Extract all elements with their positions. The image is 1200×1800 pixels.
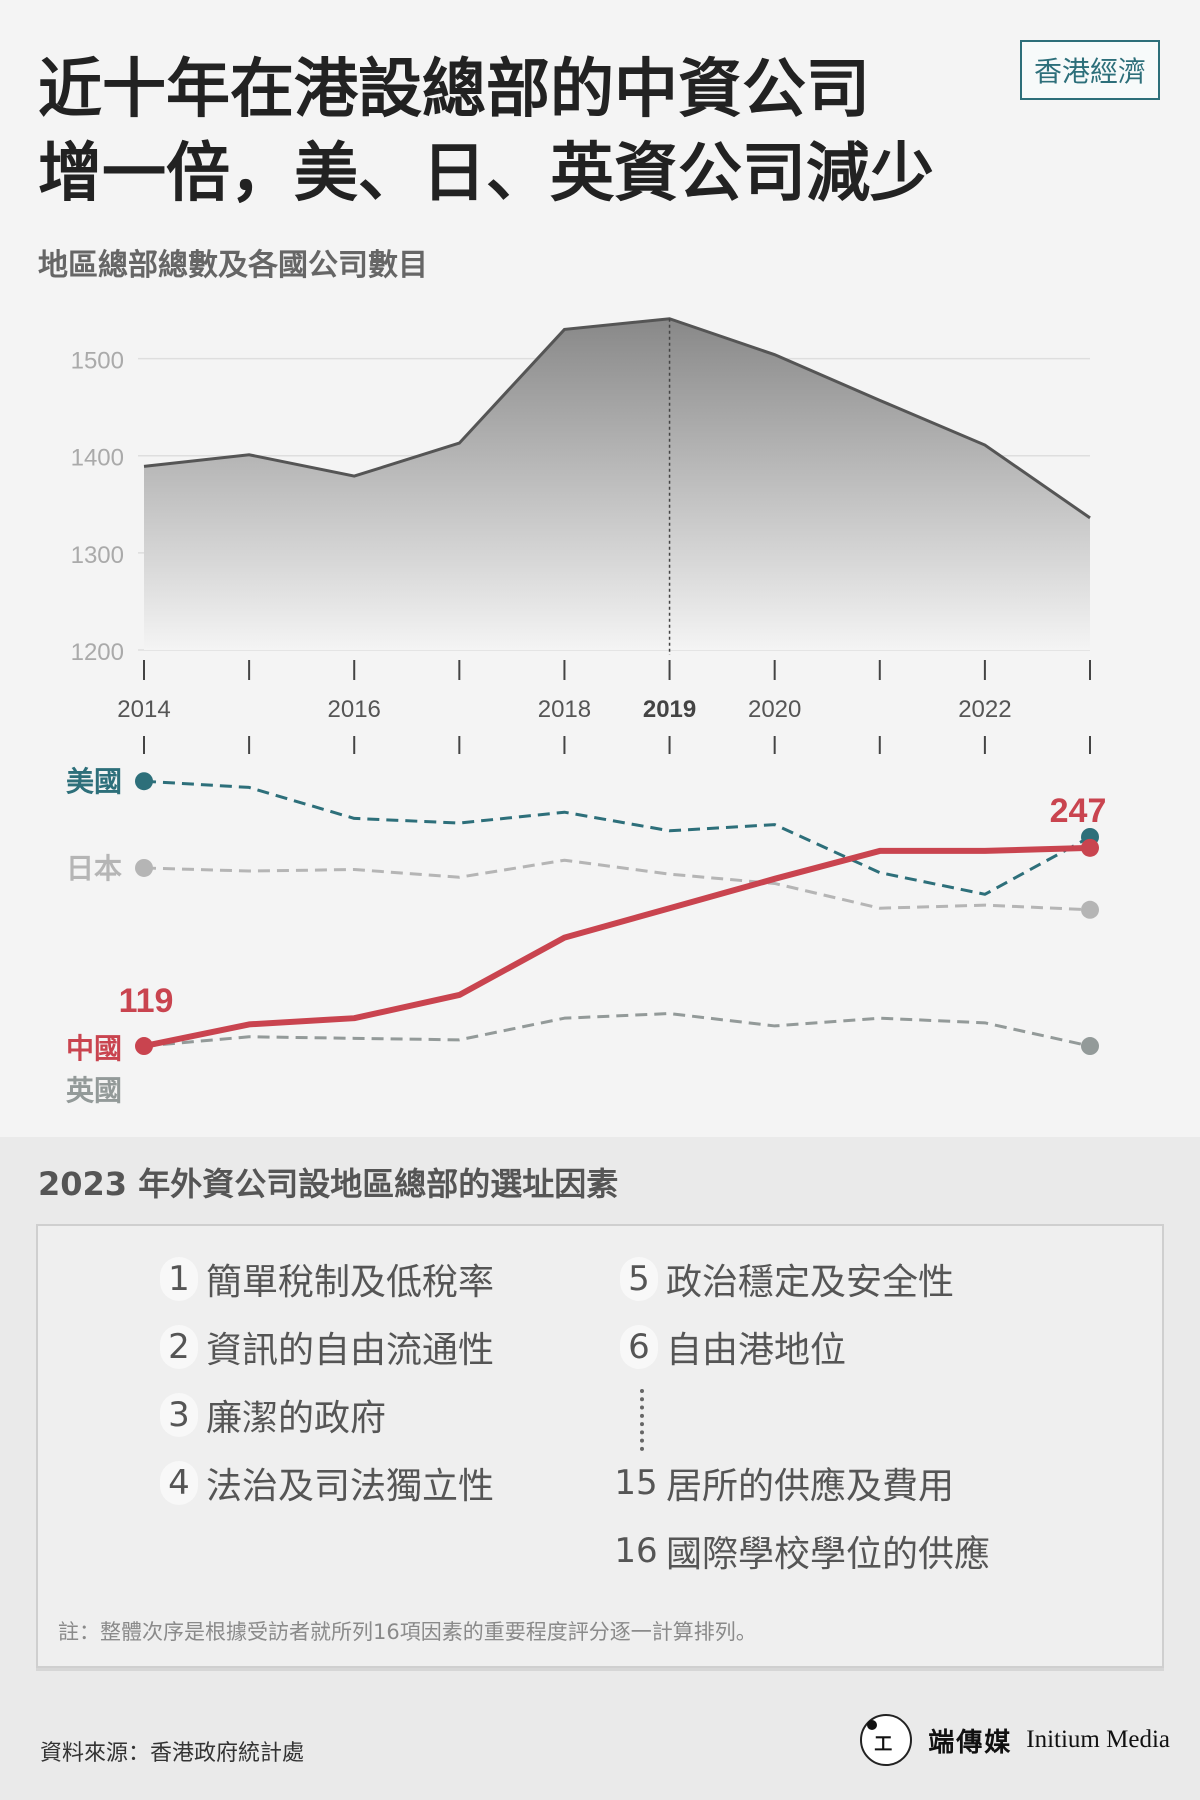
title-line-2: 增一倍，美、日、英資公司減少	[38, 137, 934, 211]
factor-item: 1 簡單稅制及低稅率	[160, 1254, 494, 1304]
x-tick-label: 2022	[958, 696, 1011, 723]
factor-number: 1	[160, 1257, 198, 1301]
area-fill	[144, 318, 1090, 650]
ellipsis-dots	[640, 1389, 648, 1451]
area-line	[143, 317, 1091, 520]
factor-label: 廉潔的政府	[206, 1398, 387, 1439]
factor-number: 6	[620, 1325, 658, 1369]
data-label: 247	[1050, 792, 1107, 830]
factor-item: 2 資訊的自由流通性	[160, 1322, 494, 1372]
x-tick-label: 2016	[328, 696, 381, 723]
factor-item: 6 自由港地位	[620, 1322, 846, 1372]
factor-number: 15	[614, 1463, 658, 1503]
factor-number: 16	[614, 1531, 658, 1571]
series-name-label: 美國	[66, 766, 122, 797]
factor-item: 15 居所的供應及費用	[614, 1458, 954, 1508]
factors-title: 2023 年外資公司設地區總部的選址因素	[38, 1165, 619, 1203]
factor-item: 16 國際學校學位的供應	[614, 1526, 990, 1576]
x-tick-label: 2020	[748, 696, 801, 723]
x-tick-label: 2018	[538, 696, 591, 723]
title-line-1: 近十年在港設總部的中資公司	[38, 53, 870, 127]
category-tag[interactable]: 香港經濟	[1019, 40, 1160, 100]
brand-name-en: Initium Media	[1026, 1726, 1170, 1753]
factor-label: 政治穩定及安全性	[666, 1262, 955, 1303]
brand-name-cn: 端傳媒	[928, 1727, 1013, 1758]
factor-number: 2	[160, 1325, 198, 1369]
factors-box: 1 簡單稅制及低稅率 2 資訊的自由流通性 3 廉潔的政府 4 法治及司法獨立性…	[36, 1224, 1164, 1668]
factor-label: 居所的供應及費用	[666, 1466, 955, 1507]
factor-label: 法治及司法獨立性	[206, 1466, 495, 1507]
series-point	[1081, 838, 1099, 857]
series-point	[1081, 900, 1099, 919]
chart-subtitle: 地區總部總數及各國公司數目	[38, 248, 428, 283]
y-tick-label: 1300	[71, 542, 124, 569]
series-line	[143, 858, 1091, 912]
factor-number: 4	[160, 1461, 198, 1505]
factor-number: 3	[160, 1393, 198, 1437]
y-tick-label: 1200	[71, 639, 124, 666]
y-tick-label: 1400	[71, 445, 124, 472]
factors-section: 2023 年外資公司設地區總部的選址因素 1 簡單稅制及低稅率 2 資訊的自由流…	[0, 1137, 1200, 1800]
series-line	[143, 779, 1091, 896]
y-tick-label: 1500	[71, 348, 124, 375]
chart: 1200 1300 1400 1500 2014 2016 2018 2019 2020 202…	[66, 317, 1107, 1106]
series-point	[135, 1037, 153, 1056]
x-tick-label: 2014	[117, 696, 170, 723]
series-point	[135, 772, 153, 791]
series-point	[135, 858, 153, 877]
factor-item: 5 政治穩定及安全性	[620, 1254, 954, 1304]
data-source: 資料來源：香港政府統計處	[40, 1741, 305, 1766]
x-tick-label: 2019	[643, 696, 696, 723]
data-label: 119	[119, 982, 174, 1020]
brand-logo-icon: 工	[860, 1714, 913, 1766]
series-name-label: 日本	[66, 853, 122, 884]
factor-label: 國際學校學位的供應	[666, 1534, 991, 1575]
series-line	[143, 1012, 1091, 1048]
series-name-label: 中國	[66, 1033, 122, 1064]
series-name-label: 英國	[66, 1075, 122, 1106]
series-point	[1081, 1037, 1099, 1056]
factor-label: 資訊的自由流通性	[206, 1330, 495, 1371]
factor-number: 5	[620, 1257, 658, 1301]
factor-label: 自由港地位	[666, 1330, 847, 1371]
series-line	[143, 844, 1091, 1050]
brand[interactable]: 工 端傳媒 Initium Media	[860, 1712, 1170, 1768]
factor-label: 簡單稅制及低稅率	[206, 1262, 495, 1303]
factor-item: 4 法治及司法獨立性	[160, 1458, 494, 1508]
footnote: 註：整體次序是根據受訪者就所列16項因素的重要程度評分逐一計算排列。	[58, 1620, 757, 1644]
factor-item: 3 廉潔的政府	[160, 1390, 386, 1440]
page-title: 近十年在港設總部的中資公司 增一倍，美、日、英資公司減少	[38, 48, 934, 216]
